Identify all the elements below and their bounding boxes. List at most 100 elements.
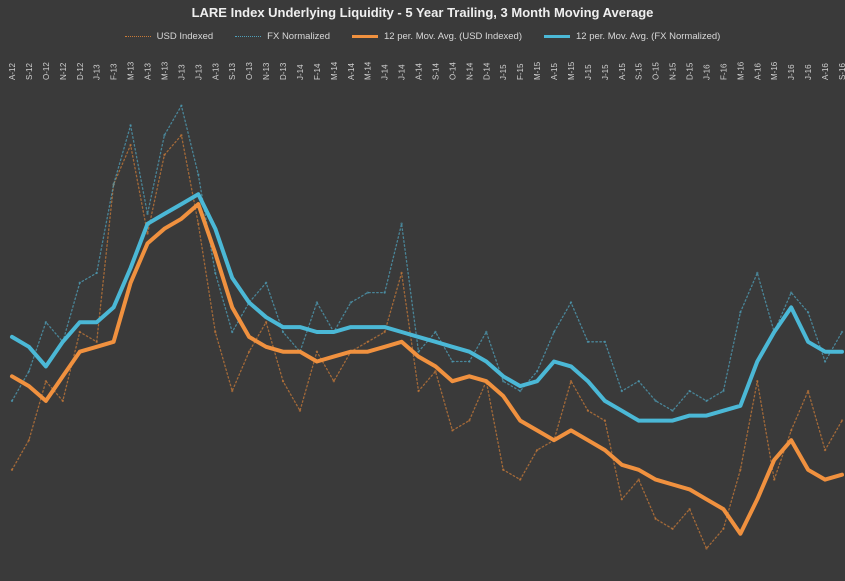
series-1-point [231, 330, 234, 334]
series-0-point [197, 222, 200, 225]
series-2-point [687, 487, 692, 492]
series-1-point [163, 134, 166, 137]
series-0-point [10, 468, 14, 471]
x-tick-label: J-15 [584, 64, 593, 80]
x-tick-label: O-15 [652, 62, 661, 80]
series-0-point [78, 330, 81, 334]
x-tick-label: A-15 [618, 63, 627, 80]
series-2-point [366, 350, 370, 354]
series-3-point [196, 192, 200, 196]
series-1-point [349, 301, 352, 304]
series-1-point [44, 320, 48, 324]
x-tick-label: J-16 [804, 64, 813, 80]
legend-item-usd-indexed: USD Indexed [124, 31, 214, 42]
x-tick-label: F-13 [110, 63, 119, 80]
legend-label-usd-indexed: USD Indexed [156, 31, 214, 42]
series-1-point [705, 399, 708, 403]
x-tick-label: O-12 [42, 62, 51, 80]
series-1-point [569, 301, 573, 304]
series-0-point [637, 478, 640, 481]
series-1-point [535, 370, 539, 373]
x-tick-label: M-15 [533, 61, 542, 80]
series-3-point [433, 340, 438, 344]
series-2-point [383, 345, 387, 349]
x-tick-label: J-16 [787, 64, 796, 80]
series-0-point [823, 448, 827, 452]
series-1-point [739, 311, 742, 314]
series-0-point [671, 527, 674, 530]
series-2-point [569, 428, 573, 432]
series-1-point [586, 340, 590, 344]
x-tick-label: A-14 [415, 63, 424, 80]
series-2-point [10, 374, 14, 378]
series-0-point [383, 330, 386, 334]
series-0-point [61, 399, 65, 403]
series-3-point [552, 359, 556, 364]
series-2-point [315, 359, 319, 364]
series-3-point [383, 325, 387, 329]
x-tick-label: M-13 [127, 61, 136, 80]
series-2-point [671, 482, 675, 487]
x-tick-label: M-16 [736, 61, 745, 80]
series-line-2 [10, 202, 844, 536]
series-2-point [840, 473, 844, 477]
series-line-3 [10, 192, 844, 423]
series-2-point [586, 438, 590, 442]
series-0-point [366, 340, 369, 344]
series-1-point [264, 281, 268, 284]
series-2-point [620, 463, 624, 467]
x-tick-label: M-16 [770, 61, 779, 80]
series-2-point [654, 478, 658, 482]
x-tick-label: D-13 [279, 62, 288, 80]
series-3-point [27, 345, 31, 349]
series-3-point [247, 300, 251, 305]
series-3-point [10, 335, 14, 339]
series-0-point [739, 468, 742, 471]
series-3-point [230, 276, 234, 280]
series-0-point [180, 134, 183, 137]
x-tick-label: A-13 [211, 63, 220, 80]
series-2-point [196, 202, 200, 206]
series-3-point [518, 384, 522, 388]
x-tick-label: S-13 [228, 63, 237, 80]
series-3-point [806, 340, 810, 344]
series-2-point [416, 355, 421, 359]
x-tick-label: F-15 [516, 63, 525, 80]
series-3-point [349, 325, 353, 329]
x-tick-label: J-14 [296, 64, 305, 80]
series-0-point [95, 340, 98, 344]
series-3-point [484, 359, 488, 364]
series-2-point [349, 350, 353, 354]
x-tick-label: N-13 [262, 62, 271, 80]
x-tick-label: A-12 [8, 63, 17, 80]
series-2-point [484, 379, 488, 383]
series-points [10, 104, 844, 550]
series-1-point [315, 301, 319, 304]
x-tick-label: J-14 [398, 64, 407, 80]
series-2-point [230, 305, 234, 309]
x-tick-label: M-13 [160, 61, 169, 80]
series-1-point [603, 340, 607, 344]
series-3-point [840, 350, 844, 354]
series-2-point [112, 340, 116, 344]
series-1-point [95, 271, 98, 275]
x-tick-label: J-15 [499, 64, 508, 80]
series-1-point [434, 330, 437, 334]
x-tick-label: S-14 [431, 63, 440, 80]
series-3-point [704, 414, 709, 418]
series-2-point [603, 448, 607, 452]
series-2-point [399, 340, 404, 344]
series-0-point [247, 350, 251, 353]
legend-item-usd-moving-average: 12 per. Mov. Avg. (USD Indexed) [352, 31, 522, 42]
legend-label-fx-moving-average: 12 per. Mov. Avg. (FX Normalized) [576, 31, 721, 42]
series-3-point [586, 379, 590, 383]
series-3-point [721, 409, 726, 413]
series-3-point [416, 335, 421, 339]
legend-swatch-usd-indexed [124, 36, 151, 37]
series-0-point [620, 498, 623, 501]
series-3-point [281, 325, 285, 329]
series-0-point [298, 409, 302, 412]
series-3-point [264, 315, 268, 319]
series-2-point [433, 364, 438, 369]
x-tick-label: A-14 [347, 63, 356, 80]
